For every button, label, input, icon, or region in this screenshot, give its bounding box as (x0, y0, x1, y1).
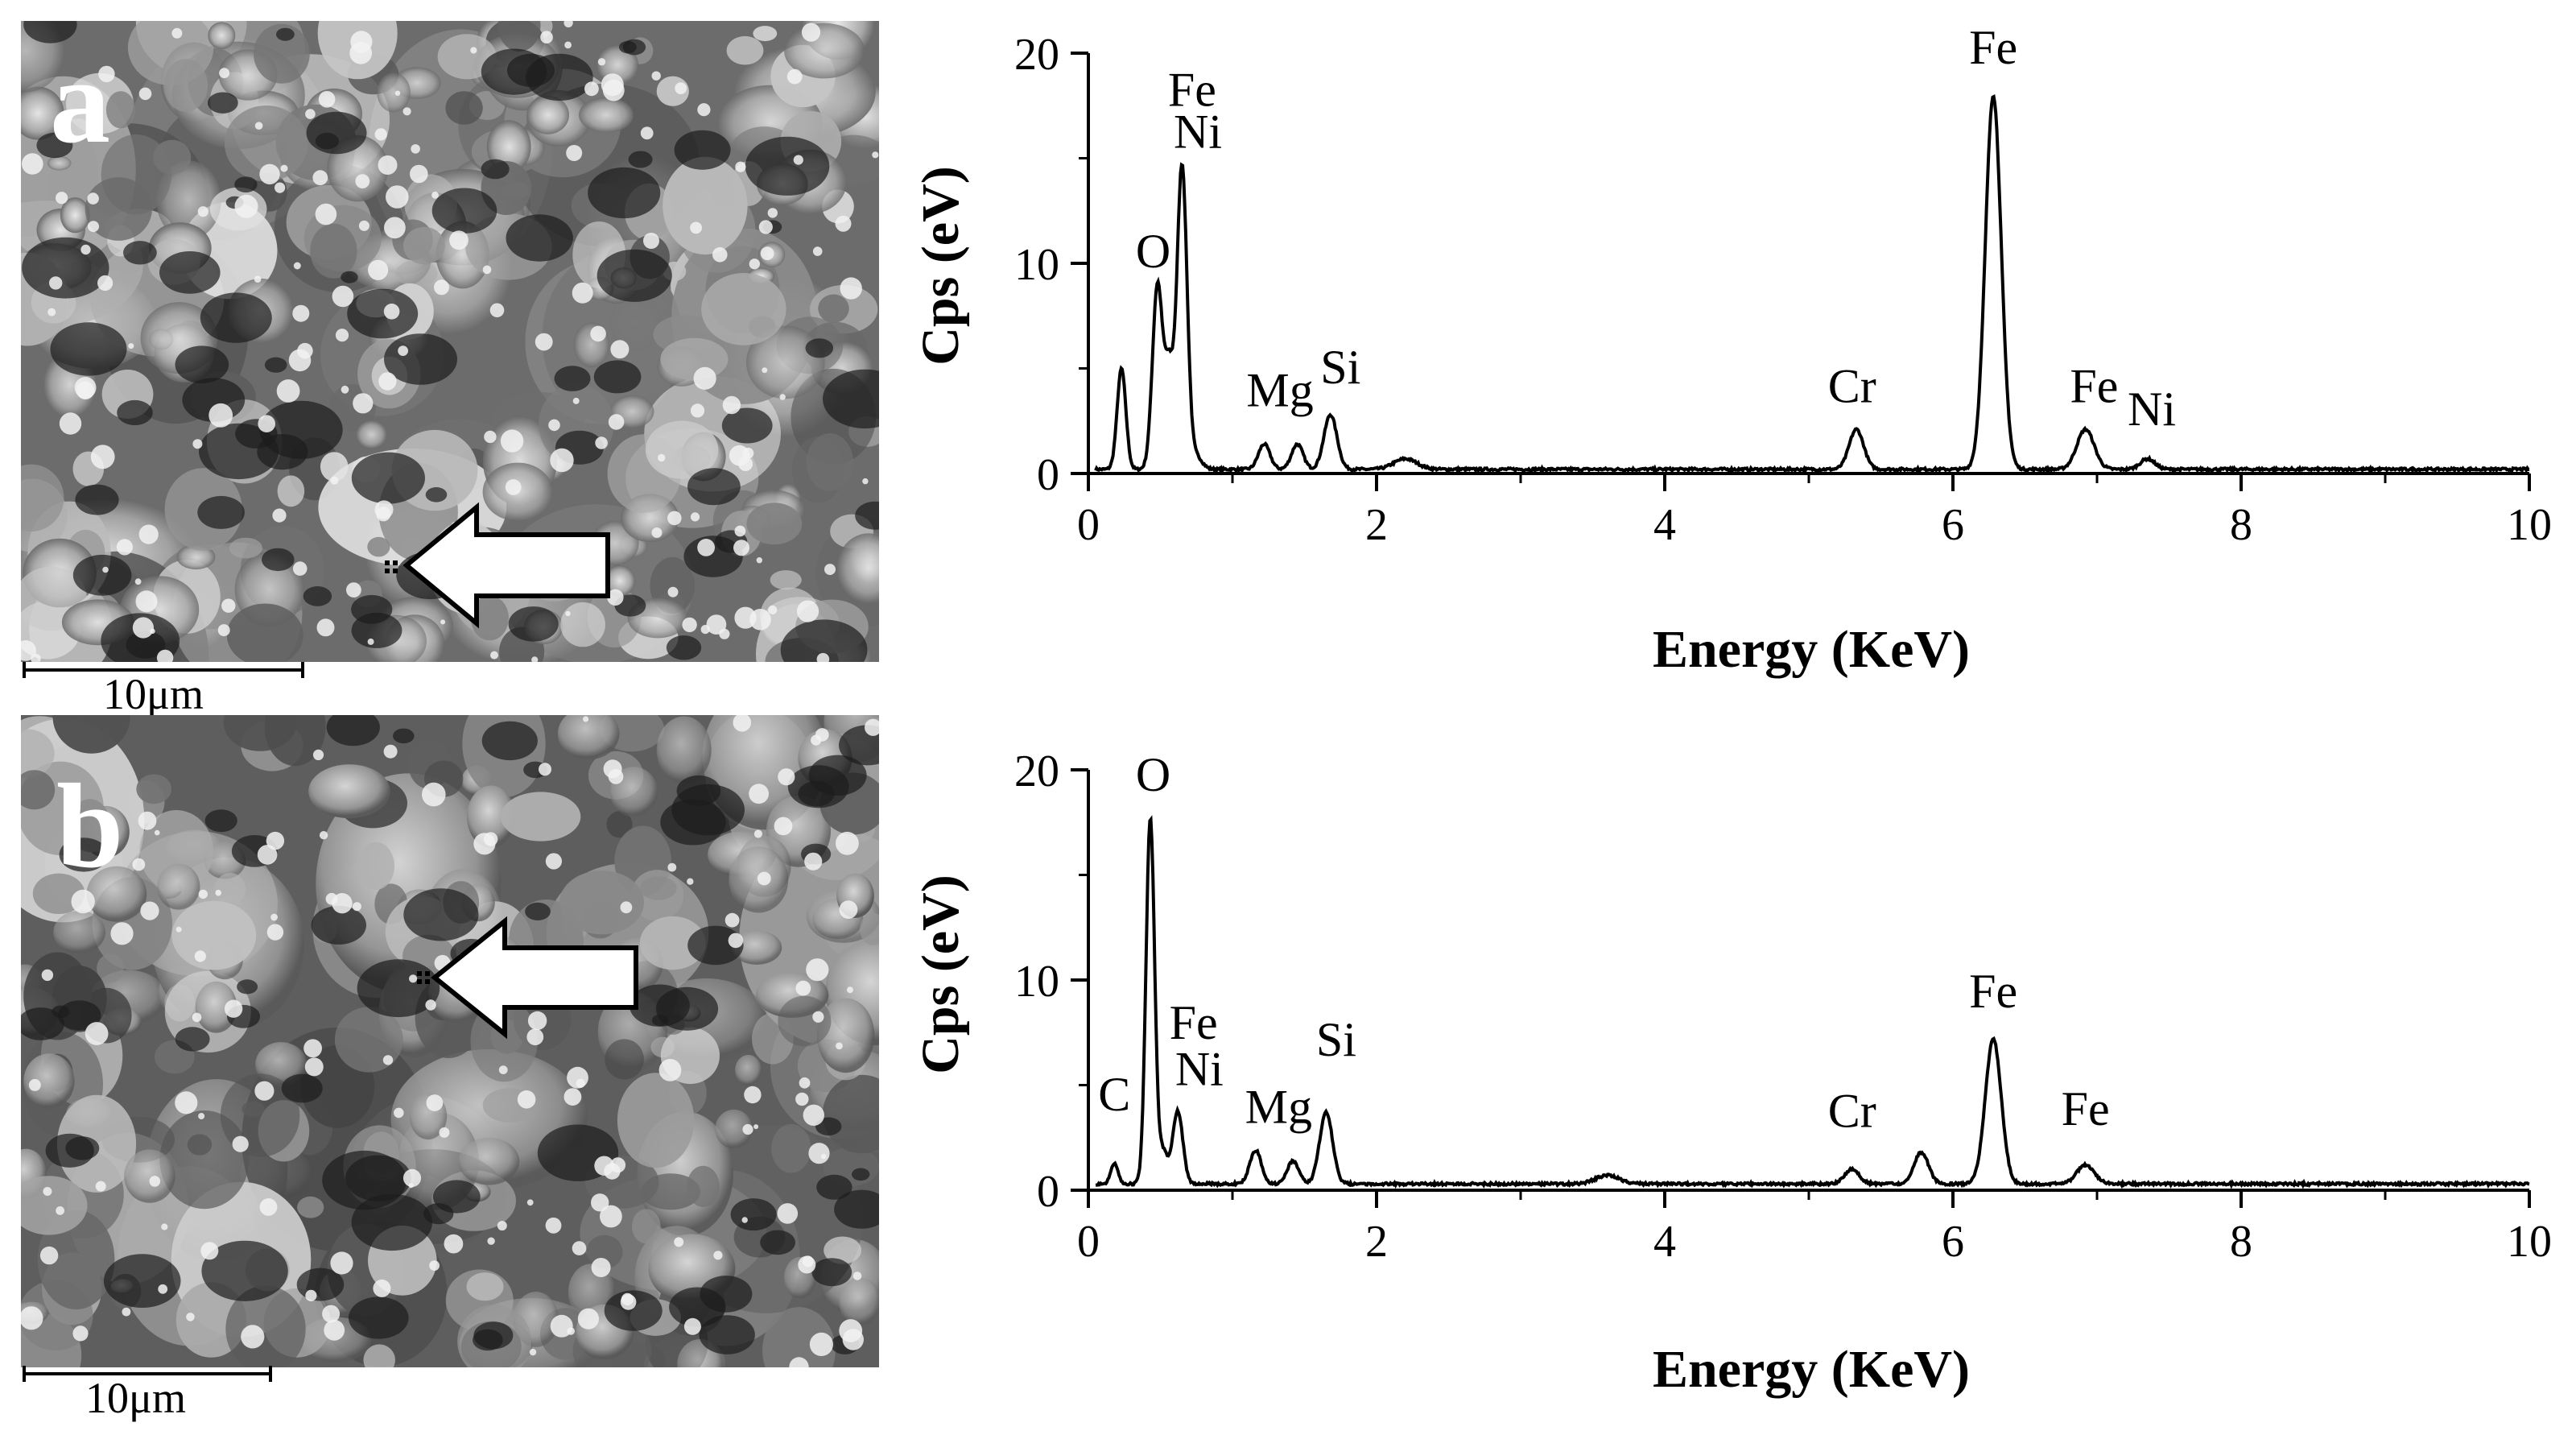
scale-bar-b: 10μm (23, 1366, 272, 1422)
x-tick-label: 2 (1365, 1217, 1388, 1267)
scale-bar-a: 10μm (23, 662, 304, 718)
sem-image-b: b (21, 715, 879, 1367)
panel-letter-a: a (50, 35, 110, 168)
peak-label: Mg (1245, 1080, 1312, 1133)
axes-b: 0 2 4 6 8 10 0 10 20 (1014, 746, 2552, 1267)
peak-label: Mg (1246, 363, 1313, 416)
axes-a: 0 2 4 6 8 10 0 10 20 (1014, 30, 2552, 550)
x-tick-label: 8 (2230, 1217, 2252, 1267)
y-tick-label: 20 (1014, 746, 1059, 796)
y-tick-label: 10 (1014, 957, 1059, 1007)
peak-label: Ni (1175, 1043, 1224, 1096)
sem-texture-b (21, 715, 879, 1367)
peak-label: Si (1316, 1013, 1356, 1066)
peak-label: O (1136, 225, 1170, 278)
x-tick-label: 6 (1942, 1217, 1964, 1267)
x-tick-label: 10 (2507, 1217, 2552, 1267)
x-tick-label: 6 (1942, 500, 1964, 550)
arrow-b-icon (417, 916, 638, 1040)
y-axis-title-a: Cps (eV) (911, 166, 970, 365)
peak-label: Cr (1828, 1085, 1876, 1138)
arrow-a-icon (385, 502, 610, 629)
x-tick-label: 0 (1077, 500, 1100, 550)
panel-letter-b: b (56, 759, 123, 893)
peak-label: Cr (1828, 359, 1876, 412)
peak-label: Ni (1174, 105, 1222, 158)
peak-label: Fe (2062, 1082, 2110, 1135)
peak-label: O (1136, 748, 1170, 801)
peak-label: Fe (1170, 996, 1218, 1049)
peak-label: Ni (2128, 383, 2176, 436)
y-tick-label: 0 (1037, 1167, 1059, 1217)
x-tick-label: 4 (1653, 1217, 1676, 1267)
x-tick-label: 0 (1077, 1217, 1100, 1267)
scale-bar-label-a: 10μm (103, 670, 204, 718)
x-tick-label: 8 (2230, 500, 2252, 550)
peak-label: Fe (1969, 965, 2017, 1018)
scale-bar-label-b: 10μm (85, 1374, 186, 1422)
y-tick-label: 20 (1014, 30, 1059, 80)
sem-texture-a (21, 21, 879, 662)
spectrum-line-b (1095, 815, 2530, 1189)
sem-image-a: a (21, 21, 879, 662)
y-tick-label: 10 (1014, 240, 1059, 290)
x-tick-label: 4 (1653, 500, 1676, 550)
peak-label: Fe (1969, 21, 2017, 74)
peak-label: Fe (1168, 63, 1216, 116)
x-tick-label: 10 (2507, 500, 2552, 550)
peak-label: Si (1320, 341, 1360, 394)
spectrum-line-a (1094, 94, 2530, 475)
x-axis-title-b: Energy (KeV) (1653, 1340, 1970, 1399)
y-tick-label: 0 (1037, 450, 1059, 500)
x-axis-title-a: Energy (KeV) (1653, 620, 1970, 679)
x-tick-label: 2 (1365, 500, 1388, 550)
peak-label: C (1098, 1068, 1130, 1121)
peak-label: Fe (2070, 359, 2118, 412)
y-axis-title-b: Cps (eV) (911, 875, 970, 1073)
